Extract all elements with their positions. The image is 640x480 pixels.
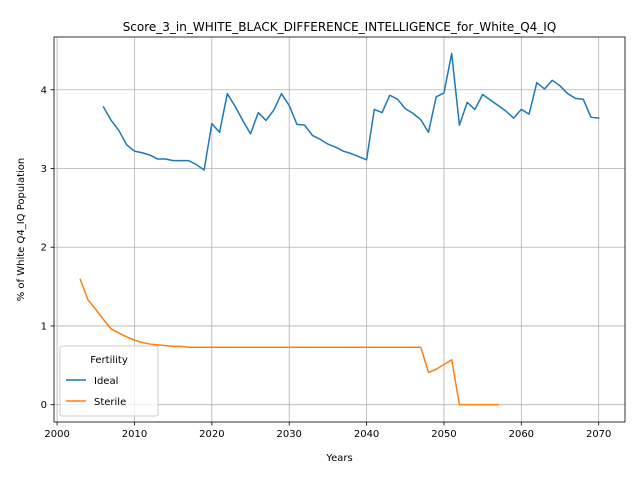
legend-title: Fertility xyxy=(90,355,128,366)
legend: Fertility Ideal Sterile xyxy=(59,345,159,417)
x-tick-label: 2010 xyxy=(122,429,147,440)
x-tick-label: 2040 xyxy=(354,429,379,440)
series-line-sterile xyxy=(79,278,499,406)
x-tick-label: 2020 xyxy=(199,429,224,440)
series-line-ideal xyxy=(102,52,600,171)
y-axis: 0 1 2 3 4 xyxy=(41,85,54,411)
x-tick-label: 2050 xyxy=(431,429,456,440)
legend-box xyxy=(59,345,159,417)
chart-title: Score_3_in_WHITE_BLACK_DIFFERENCE_INTELL… xyxy=(123,20,557,34)
x-axis-label: Years xyxy=(325,453,352,464)
y-axis-label: % of White Q4_IQ Population xyxy=(16,158,27,302)
y-tick-label: 1 xyxy=(41,321,47,332)
x-tick-label: 2000 xyxy=(44,429,69,440)
plot-area-frame xyxy=(53,36,626,423)
x-tick-label: 2030 xyxy=(276,429,301,440)
y-tick-label: 3 xyxy=(41,164,47,175)
y-tick-label: 2 xyxy=(41,243,47,254)
legend-label-ideal: Ideal xyxy=(94,376,118,387)
y-tick-label: 4 xyxy=(41,85,47,96)
x-axis: 2000 2010 2020 2030 2040 2050 2060 2070 xyxy=(44,422,611,440)
series-layer xyxy=(79,52,600,406)
x-tick-label: 2070 xyxy=(586,429,611,440)
y-tick-label: 0 xyxy=(41,400,47,411)
legend-label-sterile: Sterile xyxy=(94,397,126,408)
x-tick-label: 2060 xyxy=(509,429,534,440)
